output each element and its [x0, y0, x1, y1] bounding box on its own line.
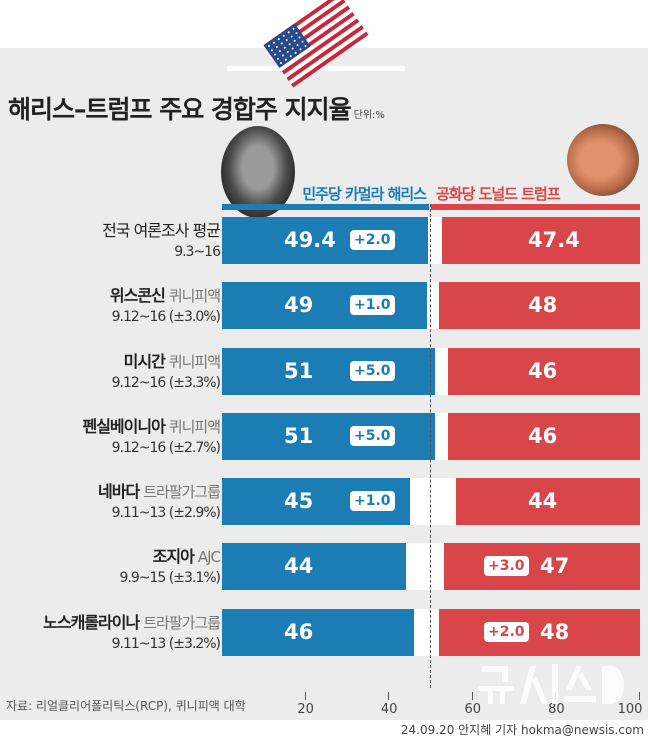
poll-dates: 9.12~16 (±3.3%) — [111, 375, 221, 391]
harris-value: 45 — [284, 489, 314, 513]
trump-value: 46 — [528, 424, 558, 448]
x-tick — [639, 692, 640, 700]
bar-track: 45 44 +1.0 — [222, 478, 640, 525]
harris-bar — [222, 282, 427, 329]
harris-bar — [222, 609, 415, 656]
row-label: 전국 여론조사 평균 9.3~16 — [102, 217, 221, 260]
trump-value: 48 — [540, 620, 570, 644]
trump-bar — [439, 282, 640, 329]
chart-row: 노스캐롤라이나 트라팔가그룹 9.11~13 (±3.2%) 46 48 +2.0 — [0, 609, 648, 656]
lead-badge: +2.0 — [484, 622, 529, 642]
bar-track: 46 48 +2.0 — [222, 609, 640, 656]
poll-dates: 9.11~13 (±2.9%) — [111, 505, 221, 521]
state-name: 노스캐롤라이나 — [43, 613, 140, 632]
row-label: 조지아 AJC 9.9~15 (±3.1%) — [119, 543, 221, 586]
lead-badge: +5.0 — [350, 361, 395, 381]
poll-dates: 9.12~16 (±2.7%) — [111, 440, 221, 456]
legend-trump: 공화당 도널드 트럼프 — [436, 185, 561, 203]
trump-portrait — [567, 124, 639, 196]
x-tick-label: 100 — [617, 702, 643, 717]
x-tick-label: 40 — [380, 702, 398, 717]
x-tick — [471, 692, 473, 700]
pollster-name: 트라팔가그룹 — [143, 614, 221, 632]
bar-track: 44 47 +3.0 — [222, 543, 640, 590]
x-tick — [304, 692, 306, 700]
midline-50 — [430, 204, 431, 688]
bar-track: 51 46 +5.0 — [222, 348, 640, 395]
harris-portrait — [221, 126, 295, 218]
harris-value: 46 — [284, 620, 314, 644]
harris-value: 51 — [284, 359, 314, 383]
harris-value: 49.4 — [284, 228, 336, 252]
trump-bar — [439, 609, 640, 656]
trump-bar — [447, 413, 640, 460]
trump-bar — [456, 478, 640, 525]
trump-bar — [441, 217, 640, 264]
pollster-name: 퀴니피액 — [168, 287, 221, 305]
legend-harris: 민주당 카멀라 해리스 — [302, 185, 427, 203]
chart-row: 펜실베이니아 퀴니피액 9.12~16 (±2.7%) 51 46 +5.0 — [0, 413, 648, 460]
legend-stripe-harris — [222, 204, 429, 210]
row-label: 미시간 퀴니피액 9.12~16 (±3.3%) — [111, 348, 221, 391]
poll-dates: 9.12~16 (±3.0%) — [111, 309, 221, 325]
trump-bar — [447, 348, 640, 395]
unit-label: 단위:% — [353, 110, 385, 121]
chart-row: 위스콘신 퀴니피액 9.12~16 (±3.0%) 49 48 +1.0 — [0, 282, 648, 329]
lead-badge: +5.0 — [350, 426, 395, 446]
harris-value: 51 — [284, 424, 314, 448]
x-tick-label: 80 — [548, 702, 565, 717]
state-name: 위스콘신 — [109, 286, 166, 305]
harris-bar — [222, 348, 436, 395]
pollster-name: AJC — [197, 548, 221, 566]
trump-value: 46 — [528, 359, 558, 383]
pollster-name: 퀴니피액 — [168, 418, 221, 436]
trump-value: 48 — [528, 293, 558, 317]
pollster-name: 퀴니피액 — [168, 353, 221, 371]
state-name: 미시간 — [123, 352, 166, 371]
source-note: 자료: 리얼클리어폴리틱스(RCP), 퀴니피액 대학 — [6, 699, 246, 713]
us-flag-icon — [263, 0, 369, 88]
poll-dates: 9.9~15 (±3.1%) — [119, 570, 221, 586]
chart-row: 네바다 트라팔가그룹 9.11~13 (±2.9%) 45 44 +1.0 — [0, 478, 648, 525]
x-tick-label: 20 — [297, 702, 314, 717]
harris-value: 44 — [284, 554, 314, 578]
chart-title: 해리스–트럼프 주요 경합주 지지율 단위:% — [8, 95, 385, 124]
harris-bar — [222, 413, 436, 460]
trump-value: 44 — [528, 489, 558, 513]
trump-bar — [443, 543, 640, 590]
state-name: 전국 여론조사 평균 — [102, 221, 221, 240]
state-name: 펜실베이니아 — [82, 417, 165, 436]
credit-line: 24.09.20 안지혜 기자 hokma@newsis.com — [400, 723, 644, 737]
pollster-name: 트라팔가그룹 — [143, 483, 221, 501]
trump-value: 47.4 — [528, 228, 580, 252]
lead-badge: +2.0 — [350, 230, 395, 250]
chart-row: 전국 여론조사 평균 9.3~16 49.4 47.4 +2.0 — [0, 217, 648, 264]
chart-row: 미시간 퀴니피액 9.12~16 (±3.3%) 51 46 +5.0 — [0, 348, 648, 395]
lead-badge: +1.0 — [350, 491, 395, 511]
chart-row: 조지아 AJC 9.9~15 (±3.1%) 44 47 +3.0 — [0, 543, 648, 590]
lead-badge: +3.0 — [484, 556, 529, 576]
poll-dates: 9.11~13 (±3.2%) — [111, 636, 221, 652]
harris-value: 49 — [284, 293, 314, 317]
row-label: 펜실베이니아 퀴니피액 9.12~16 (±2.7%) — [82, 413, 221, 456]
poll-dates: 9.3~16 — [174, 244, 221, 260]
watermark-logo — [478, 664, 624, 704]
lead-badge: +1.0 — [350, 295, 395, 315]
bar-track: 51 46 +5.0 — [222, 413, 640, 460]
state-name: 조지아 — [152, 547, 195, 566]
bar-track: 49 48 +1.0 — [222, 282, 640, 329]
row-label: 노스캐롤라이나 트라팔가그룹 9.11~13 (±3.2%) — [43, 609, 221, 652]
state-name: 네바다 — [98, 482, 140, 501]
row-label: 네바다 트라팔가그룹 9.11~13 (±2.9%) — [98, 478, 221, 521]
harris-bar — [222, 543, 406, 590]
bar-track: 49.4 47.4 +2.0 — [222, 217, 640, 264]
legend-stripe-trump — [431, 204, 640, 210]
trump-value: 47 — [540, 554, 570, 578]
x-tick-label: 60 — [464, 702, 482, 717]
row-label: 위스콘신 퀴니피액 9.12~16 (±3.0%) — [109, 282, 221, 325]
x-tick — [388, 692, 390, 700]
